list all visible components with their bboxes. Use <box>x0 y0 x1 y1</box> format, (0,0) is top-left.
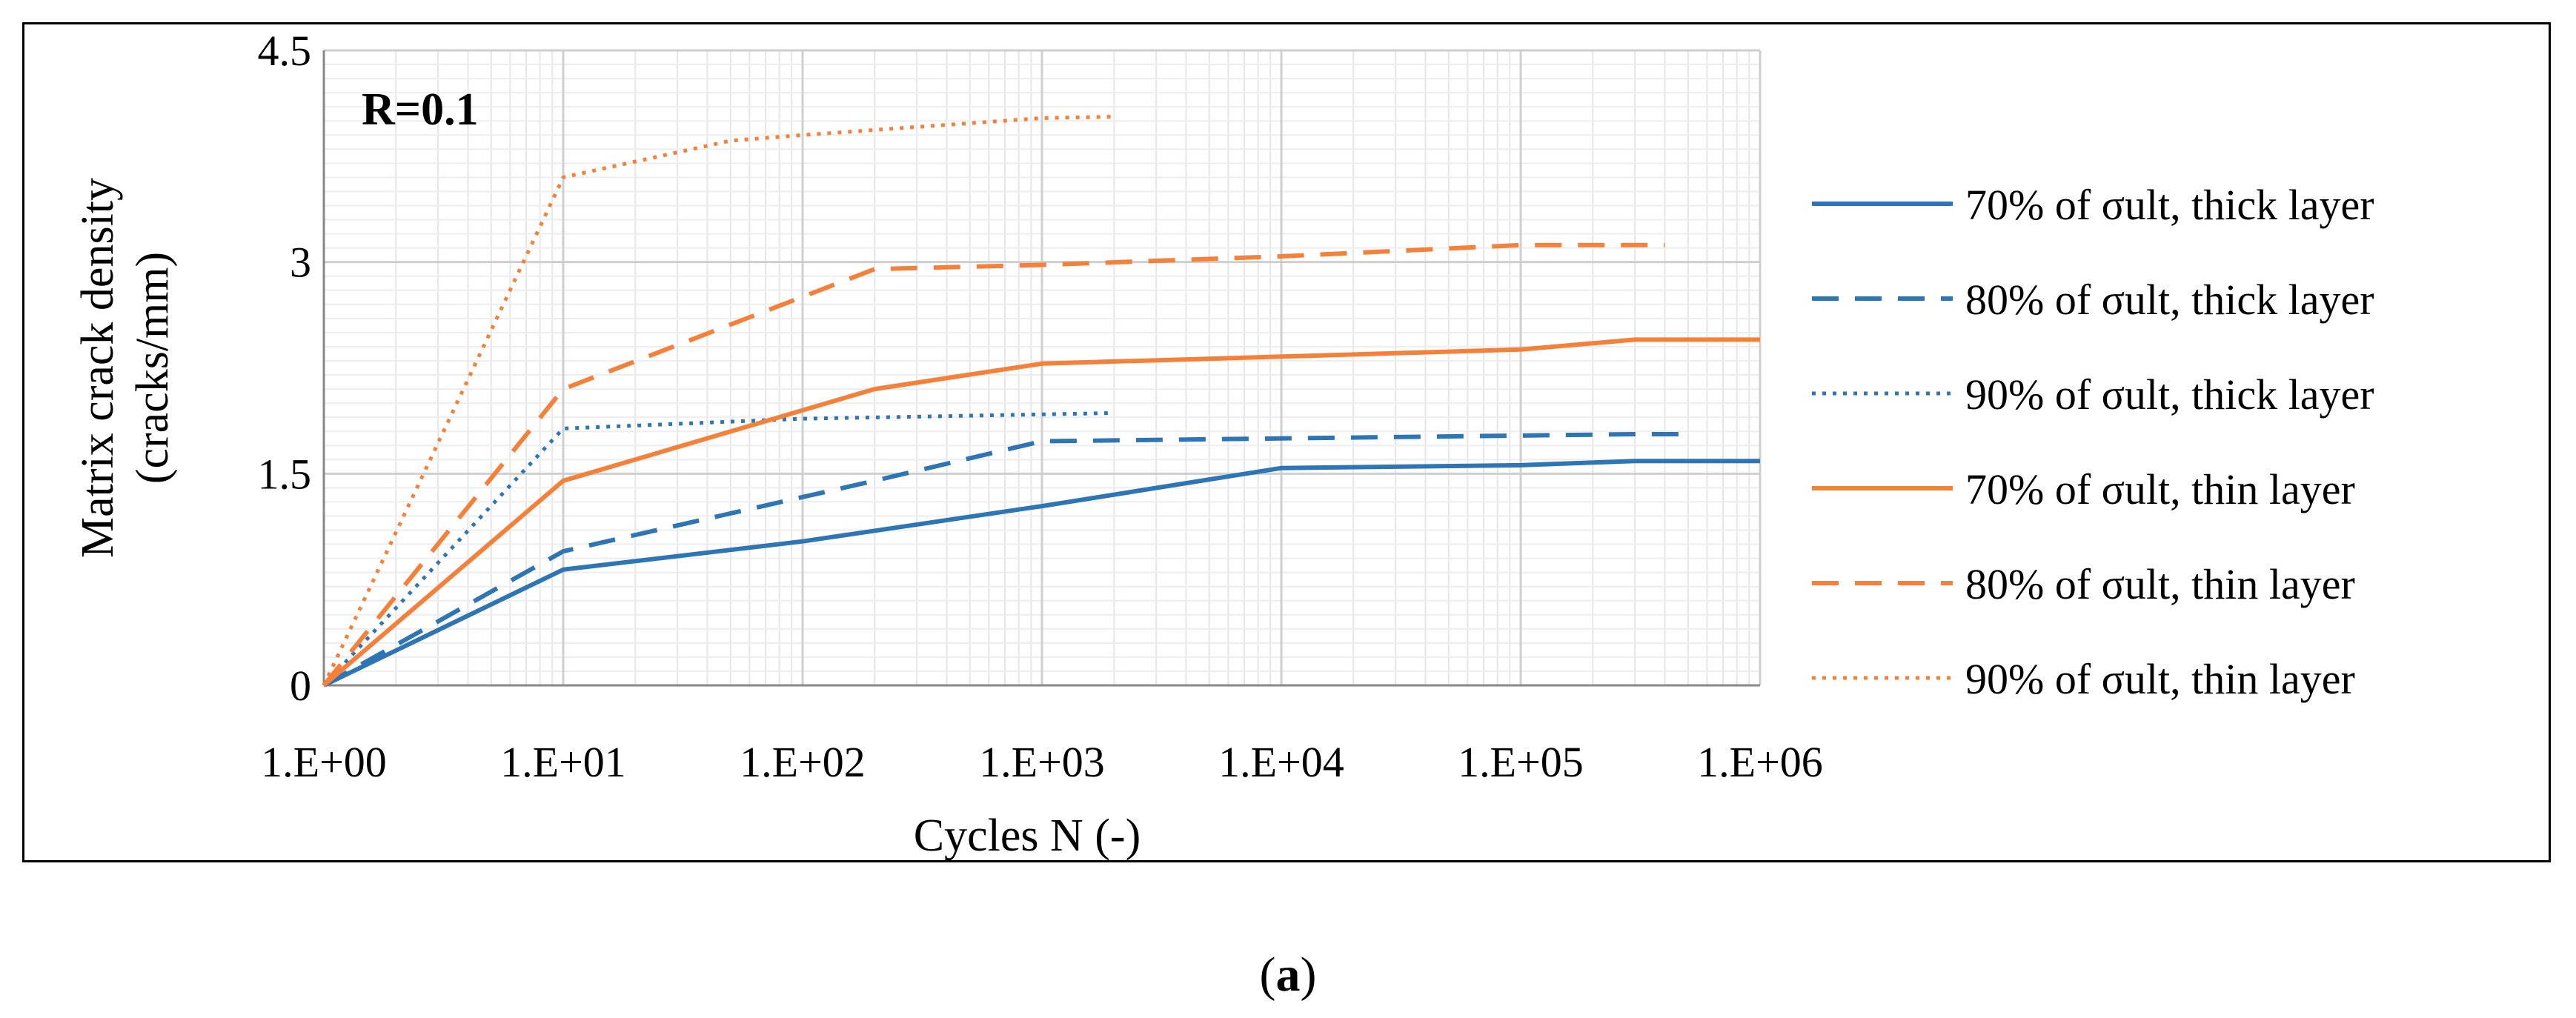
axis-labels: Cycles N (-) Matrix crack density(cracks/… <box>73 84 1141 861</box>
x-tick-label: 1.E+01 <box>500 738 626 786</box>
y-tick-label: 0 <box>290 662 311 710</box>
series-line-3 <box>322 410 1115 687</box>
series-layer <box>322 115 1760 688</box>
series-line-1 <box>322 459 1760 688</box>
tick-labels: 1.E+00 1.E+01 1.E+02 1.E+03 1.E+04 1.E+05 1.E+… <box>258 27 1823 786</box>
series-line-6 <box>322 115 1115 687</box>
x-tick-label: 1.E+06 <box>1697 738 1823 786</box>
x-tick-label: 1.E+00 <box>261 738 387 786</box>
y-axis-label: Matrix crack density(cracks/mm) <box>73 178 178 558</box>
axes <box>322 50 1760 687</box>
x-tick-label: 1.E+04 <box>1218 738 1344 786</box>
x-tick-label: 1.E+03 <box>979 738 1105 786</box>
legend-label-5: 80% of σult, thin layer <box>1965 560 2355 608</box>
series-line-2 <box>322 432 1688 688</box>
chart-frame <box>22 22 2551 862</box>
figure-caption: (a) <box>1259 948 1317 1002</box>
y-axis-label-line: (cracks/mm) <box>127 252 178 484</box>
y-tick-label: 4.5 <box>258 27 312 75</box>
x-tick-label: 1.E+02 <box>740 738 866 786</box>
x-tick-label: 1.E+05 <box>1458 738 1584 786</box>
y-tick-label: 3 <box>290 239 311 287</box>
legend-label-4: 70% of σult, thin layer <box>1965 465 2355 513</box>
y-axis-label-line: Matrix crack density <box>73 178 123 558</box>
x-axis-label: Cycles N (-) <box>914 811 1141 861</box>
legend-label-3: 90% of σult, thick layer <box>1965 370 2374 419</box>
legend-label-6: 90% of σult, thin layer <box>1965 655 2355 703</box>
legend-label-2: 80% of σult, thick layer <box>1965 276 2374 324</box>
legend-label-1: 70% of σult, thick layer <box>1965 181 2374 229</box>
caption-label: a <box>1275 948 1301 1002</box>
series-line-5 <box>322 242 1665 687</box>
series-line-4 <box>322 337 1760 688</box>
y-tick-label: 1.5 <box>258 450 312 498</box>
annotation-r-ratio: R=0.1 <box>362 84 479 135</box>
legend: 70% of σult, thick layer 80% of σult, thi… <box>1812 181 2374 703</box>
